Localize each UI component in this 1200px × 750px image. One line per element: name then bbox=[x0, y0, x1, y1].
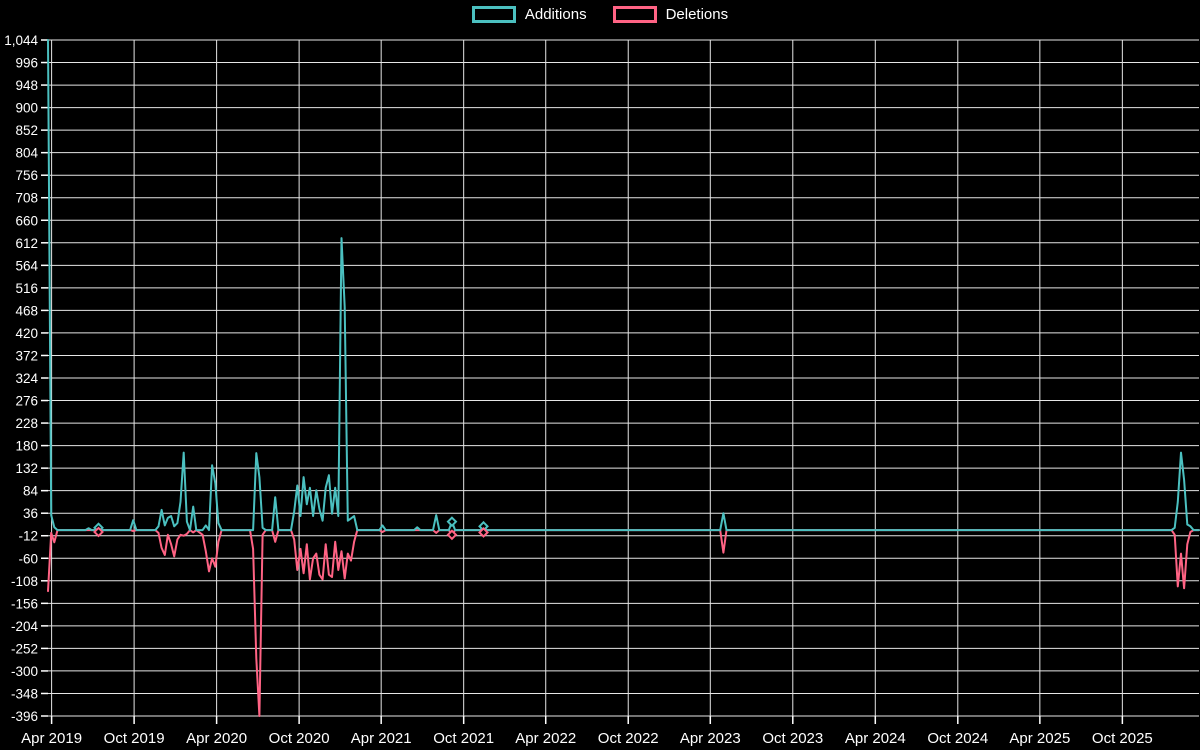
deletions-swatch bbox=[612, 6, 657, 23]
x-tick-label: Oct 2024 bbox=[927, 730, 988, 747]
y-tick-label: -12 bbox=[18, 529, 38, 544]
x-tick-label: Oct 2020 bbox=[269, 730, 330, 747]
y-tick-label: -60 bbox=[18, 551, 38, 566]
y-tick-label: 180 bbox=[15, 439, 38, 454]
x-tick-label: Apr 2023 bbox=[680, 730, 741, 747]
y-tick-label: 804 bbox=[15, 146, 38, 161]
x-tick-label: Apr 2020 bbox=[186, 730, 247, 747]
y-tick-label: 564 bbox=[15, 258, 38, 273]
additions-line bbox=[47, 39, 1200, 532]
y-tick-label: 36 bbox=[23, 506, 38, 521]
y-tick-label: 996 bbox=[15, 56, 38, 71]
y-tick-label: -108 bbox=[11, 574, 38, 589]
x-tick-label: Apr 2021 bbox=[351, 730, 412, 747]
y-tick-label: 132 bbox=[15, 461, 38, 476]
additions-swatch bbox=[471, 6, 516, 23]
legend-item-deletions[interactable]: Deletions bbox=[612, 6, 729, 23]
y-tick-label: 708 bbox=[15, 191, 38, 206]
x-grid-and-labels: Apr 2019 Oct 2019 Apr 2020 Oct 2020 Apr 2021… bbox=[21, 40, 1153, 747]
x-tick-label: Apr 2019 bbox=[21, 730, 82, 747]
y-tick-label: -156 bbox=[11, 596, 38, 611]
legend-label-deletions: Deletions bbox=[665, 6, 729, 23]
x-tick-label: Apr 2022 bbox=[515, 730, 576, 747]
y-grid-and-labels: 1,044 996 948 900 852 804 756 708 660 612 564 516 46… bbox=[4, 33, 1199, 724]
y-tick-label: 756 bbox=[15, 168, 38, 183]
y-tick-label: 276 bbox=[15, 394, 38, 409]
y-tick-label: 516 bbox=[15, 281, 38, 296]
y-tick-label: 324 bbox=[15, 371, 38, 386]
deletions-point-marker bbox=[446, 529, 458, 541]
x-tick-label: Oct 2022 bbox=[598, 730, 659, 747]
x-tick-label: Oct 2023 bbox=[762, 730, 823, 747]
additions-point-marker bbox=[446, 516, 458, 528]
x-tick-label: Apr 2024 bbox=[845, 730, 906, 747]
y-tick-label: 468 bbox=[15, 303, 38, 318]
y-tick-label: 612 bbox=[15, 236, 38, 251]
y-tick-label: 900 bbox=[15, 101, 38, 116]
y-tick-label: 852 bbox=[15, 123, 38, 138]
y-tick-label: 228 bbox=[15, 416, 38, 431]
deletions-point-marker bbox=[93, 526, 104, 538]
point-markers bbox=[93, 516, 489, 541]
y-tick-label: 948 bbox=[15, 78, 38, 93]
x-tick-label: Oct 2025 bbox=[1092, 730, 1153, 747]
chart-legend: Additions Deletions bbox=[0, 6, 1200, 23]
x-tick-label: Apr 2025 bbox=[1009, 730, 1070, 747]
y-tick-label: 660 bbox=[15, 213, 38, 228]
y-tick-label: 420 bbox=[15, 326, 38, 341]
legend-label-additions: Additions bbox=[524, 6, 587, 23]
y-tick-label: -396 bbox=[11, 709, 38, 724]
y-tick-label: 372 bbox=[15, 348, 38, 363]
y-tick-label: -204 bbox=[11, 619, 39, 634]
y-tick-label: 1,044 bbox=[4, 33, 38, 48]
deletions-point-marker bbox=[478, 527, 489, 538]
legend-item-additions[interactable]: Additions bbox=[471, 6, 587, 23]
x-tick-label: Oct 2019 bbox=[104, 730, 165, 747]
y-tick-label: -300 bbox=[11, 664, 38, 679]
y-tick-label: 84 bbox=[23, 484, 39, 499]
x-tick-label: Oct 2021 bbox=[433, 730, 494, 747]
y-tick-label: -348 bbox=[11, 686, 38, 701]
y-tick-label: -252 bbox=[11, 641, 38, 656]
